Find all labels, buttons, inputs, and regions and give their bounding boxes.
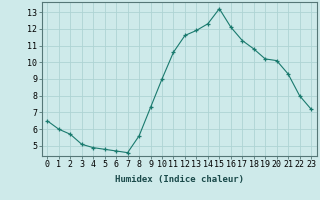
- X-axis label: Humidex (Indice chaleur): Humidex (Indice chaleur): [115, 175, 244, 184]
